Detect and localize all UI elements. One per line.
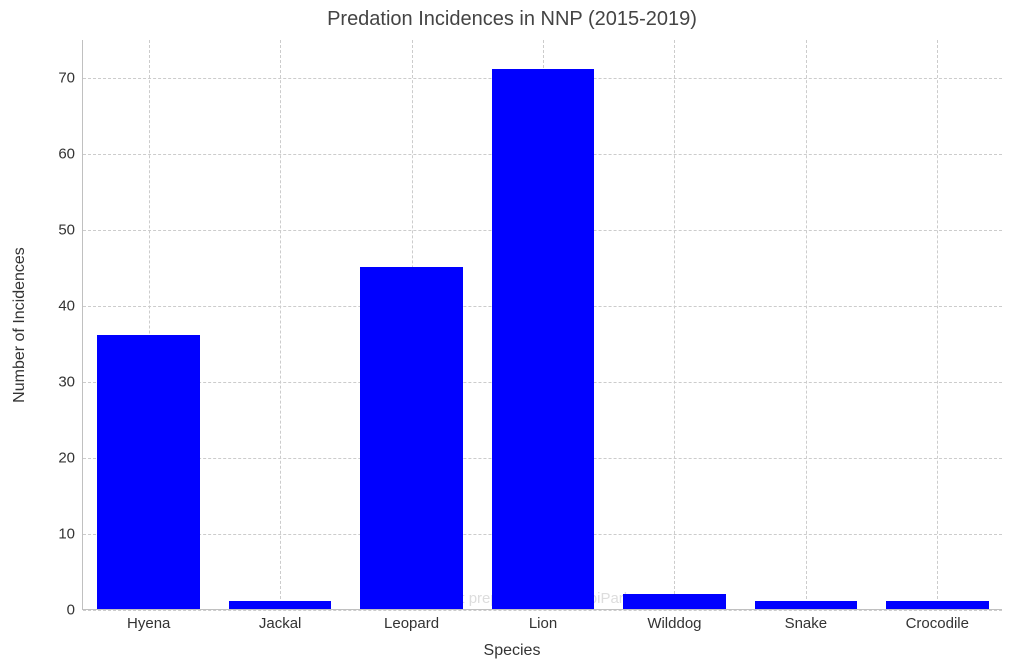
- gridline-v: [280, 40, 281, 609]
- bar: [623, 594, 726, 609]
- bar: [886, 601, 989, 609]
- gridline-v: [806, 40, 807, 609]
- y-tick-label: 10: [58, 526, 83, 543]
- bar: [360, 267, 463, 609]
- y-tick-label: 30: [58, 374, 83, 391]
- x-axis-label: Species: [0, 642, 1024, 660]
- y-tick-label: 50: [58, 222, 83, 239]
- y-tick-label: 20: [58, 450, 83, 467]
- y-axis-label: Number of Incidences: [11, 247, 29, 403]
- x-tick-label: Crocodile: [906, 609, 969, 632]
- bar: [492, 69, 595, 609]
- x-tick-label: Hyena: [127, 609, 170, 632]
- x-tick-label: Wilddog: [647, 609, 701, 632]
- y-tick-label: 70: [58, 70, 83, 87]
- bar: [229, 601, 332, 609]
- gridline-v: [674, 40, 675, 609]
- x-tick-label: Jackal: [259, 609, 302, 632]
- y-tick-label: 40: [58, 298, 83, 315]
- y-tick-label: 0: [67, 602, 83, 619]
- x-tick-label: Snake: [785, 609, 828, 632]
- x-tick-label: Leopard: [384, 609, 439, 632]
- plot-area: Chart prepared by NairobiPark.org 010203…: [82, 40, 1002, 610]
- chart-container: Predation Incidences in NNP (2015-2019) …: [0, 0, 1024, 666]
- bar: [97, 335, 200, 609]
- chart-title: Predation Incidences in NNP (2015-2019): [0, 8, 1024, 31]
- bar: [755, 601, 858, 609]
- x-tick-label: Lion: [529, 609, 557, 632]
- y-tick-label: 60: [58, 146, 83, 163]
- gridline-v: [937, 40, 938, 609]
